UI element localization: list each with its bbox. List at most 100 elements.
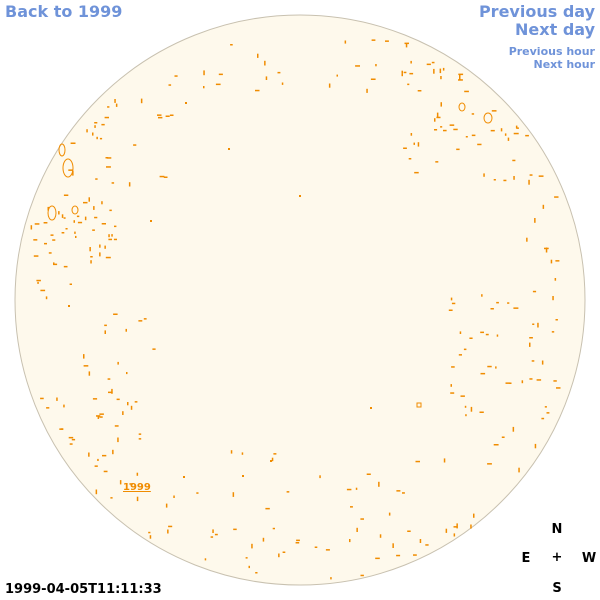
magnetic-feature-mark	[149, 535, 152, 539]
magnetic-feature-mark	[495, 366, 497, 369]
magnetic-feature-mark	[111, 388, 113, 394]
magnetic-feature-mark	[403, 71, 407, 74]
previous-day-link[interactable]: Previous day	[478, 2, 595, 21]
magnetic-feature-mark	[278, 553, 280, 558]
magnetic-feature-mark	[528, 179, 530, 185]
magnetic-feature-mark	[470, 406, 473, 412]
magnetic-feature-mark	[204, 558, 207, 561]
magnetic-feature-mark	[230, 450, 233, 454]
magnetic-feature-mark	[491, 110, 497, 112]
magnetic-feature-mark	[83, 201, 88, 204]
magnetic-feature-mark	[453, 533, 456, 537]
magnetic-feature-mark	[349, 539, 351, 543]
magnetic-feature-mark	[453, 526, 458, 528]
magnetic-feature-mark	[63, 265, 68, 268]
magnetic-feature-mark	[101, 123, 105, 126]
magnetic-feature-mark	[94, 216, 98, 219]
magnetic-feature-mark	[70, 142, 76, 144]
feature-outlines	[47, 102, 493, 408]
magnetic-feature-mark	[493, 444, 499, 446]
magnetic-feature-mark	[425, 544, 429, 546]
magnetic-feature-mark	[296, 539, 300, 542]
magnetic-feature-mark	[97, 458, 99, 461]
magnetic-feature-mark	[104, 116, 109, 119]
magnetic-feature-mark	[138, 433, 142, 435]
magnetic-feature-mark	[529, 342, 531, 347]
magnetic-feature-mark	[513, 176, 515, 180]
magnetic-feature-mark	[544, 406, 547, 408]
magnetic-feature-mark	[99, 252, 101, 257]
magnetic-feature-mark	[419, 539, 422, 543]
magnetic-feature-mark	[215, 83, 221, 86]
magnetic-feature-mark	[116, 398, 120, 401]
magnetic-feature-mark	[108, 234, 110, 238]
magnetic-feature-mark	[375, 64, 377, 67]
magnetic-feature-mark	[134, 401, 138, 403]
magnetic-feature-mark	[90, 256, 93, 258]
magnetic-feature-mark	[93, 206, 95, 210]
magnetic-feature-mark	[370, 78, 376, 80]
magnetic-feature-mark	[33, 239, 38, 241]
magnetic-feature-mark	[52, 239, 56, 241]
magnetic-feature-mark	[469, 337, 473, 339]
magnetic-feature-mark	[117, 361, 119, 365]
magnetic-feature-mark	[410, 60, 412, 64]
magnetic-feature-mark	[448, 309, 453, 311]
magnetic-feature-mark	[130, 405, 133, 410]
back-to-year-link[interactable]: Back to 1999	[5, 2, 123, 21]
magnetic-feature-mark	[94, 465, 98, 467]
magnetic-feature-mark	[107, 106, 110, 108]
magnetic-feature-mark	[552, 296, 554, 301]
magnetic-feature-mark	[273, 453, 277, 455]
magnetic-feature-mark	[272, 527, 275, 530]
magnetic-feature-mark	[138, 438, 142, 440]
magnetic-feature-mark	[110, 497, 113, 499]
magnetic-feature-mark	[107, 378, 111, 380]
magnetic-feature-mark	[554, 278, 557, 281]
magnetic-feature-mark	[183, 476, 185, 478]
magnetic-feature-mark	[54, 263, 58, 266]
magnetic-feature-mark	[450, 297, 453, 301]
magnetic-feature-mark	[255, 89, 260, 92]
magnetic-feature-mark	[168, 525, 173, 528]
magnetic-feature-mark	[477, 143, 482, 146]
region-label-link[interactable]: 1999	[123, 482, 151, 493]
next-hour-link[interactable]: Next hour	[533, 58, 596, 71]
magnetic-feature-mark	[464, 90, 469, 93]
magnetic-feature-mark	[165, 115, 170, 117]
magnetic-feature-mark	[138, 320, 143, 322]
magnetic-feature-mark	[53, 262, 55, 266]
magnetic-feature-mark	[248, 565, 250, 569]
feature-outline	[71, 205, 79, 215]
magnetic-feature-mark	[277, 71, 281, 74]
magnetic-feature-mark	[65, 228, 68, 230]
next-day-link[interactable]: Next day	[515, 20, 595, 39]
magnetic-feature-mark	[470, 524, 472, 529]
magnetic-feature-mark	[465, 136, 468, 138]
magnetic-feature-mark	[325, 549, 330, 551]
magnetic-feature-mark	[459, 331, 462, 334]
magnetic-feature-mark	[196, 492, 199, 494]
magnetic-feature-mark	[456, 148, 460, 151]
magnetic-feature-mark	[282, 551, 286, 553]
magnetic-feature-mark	[396, 554, 401, 557]
compass-center: +	[551, 550, 563, 565]
magnetic-feature-mark	[504, 133, 507, 136]
magnetic-feature-mark	[433, 68, 435, 74]
magnetic-feature-mark	[185, 102, 187, 104]
compass-west: W	[581, 551, 597, 566]
magnetic-feature-mark	[127, 402, 129, 406]
previous-hour-link[interactable]: Previous hour	[508, 45, 595, 58]
magnetic-feature-mark	[521, 380, 524, 384]
magnetic-feature-mark	[485, 333, 489, 336]
magnetic-feature-mark	[50, 234, 54, 236]
magnetic-feature-mark	[152, 348, 156, 350]
magnetic-feature-mark	[449, 124, 455, 126]
magnetic-feature-mark	[117, 437, 119, 443]
magnetic-feature-mark	[463, 348, 467, 351]
magnetic-feature-mark	[532, 290, 537, 293]
magnetic-feature-mark	[218, 73, 223, 76]
magnetic-feature-mark	[101, 223, 106, 225]
magnetic-feature-mark	[113, 313, 118, 315]
magnetic-feature-mark	[546, 412, 550, 414]
